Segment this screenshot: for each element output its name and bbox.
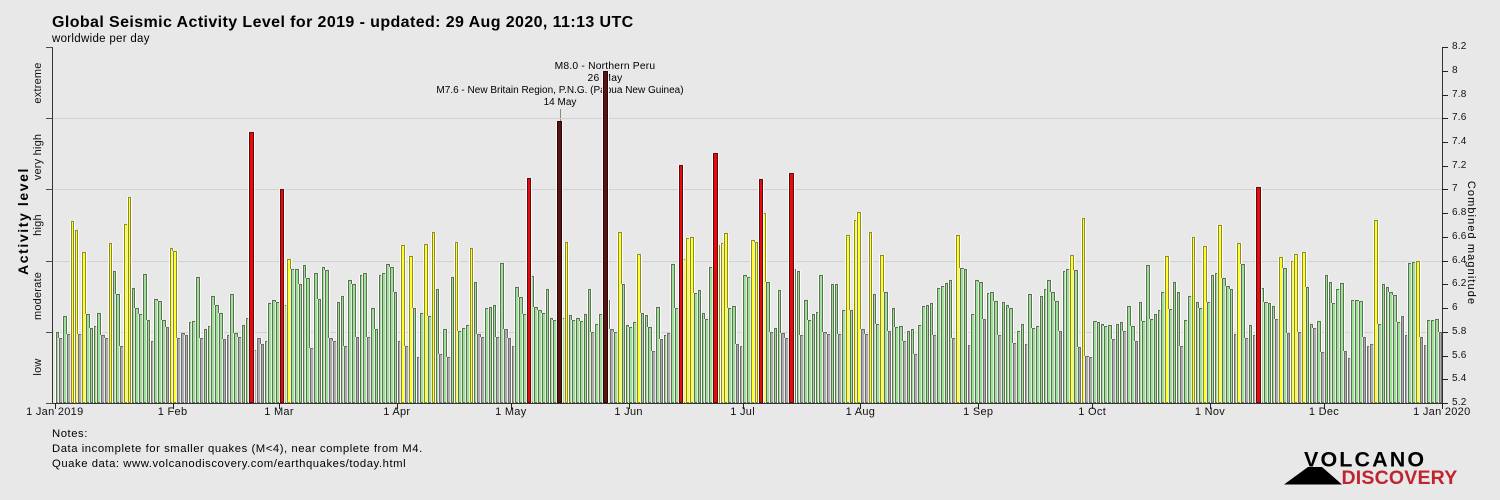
svg-text:DISCOVERY: DISCOVERY bbox=[1342, 467, 1458, 488]
svg-text:VOLCANO: VOLCANO bbox=[1304, 448, 1426, 472]
